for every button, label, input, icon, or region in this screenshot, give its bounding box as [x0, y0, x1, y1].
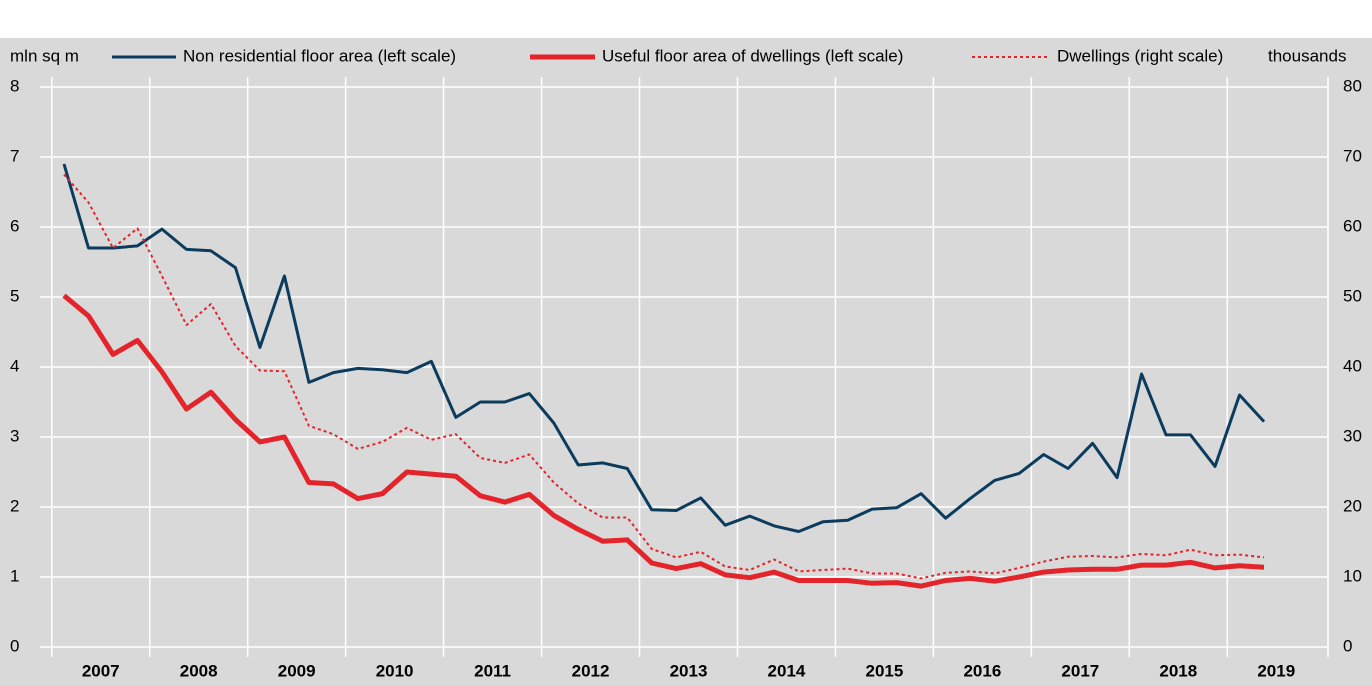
x-tick-label: 2016 [963, 661, 1001, 680]
y2-tick-label: 10 [1343, 566, 1362, 585]
x-tick-label: 2017 [1061, 661, 1099, 680]
x-tick-label: 2019 [1257, 661, 1295, 680]
y2-tick-label: 70 [1343, 146, 1362, 165]
legend-label: Non residential floor area (left scale) [183, 46, 456, 65]
y2-tick-label: 30 [1343, 426, 1362, 445]
x-tick-label: 2012 [572, 661, 610, 680]
x-tick-label: 2018 [1159, 661, 1197, 680]
y2-tick-label: 20 [1343, 496, 1362, 515]
y-tick-label: 7 [10, 146, 19, 165]
y-axis-label: mln sq m [10, 46, 79, 65]
y-tick-label: 0 [10, 636, 19, 655]
y-tick-label: 1 [10, 566, 19, 585]
y2-tick-label: 0 [1343, 636, 1352, 655]
x-tick-label: 2014 [768, 661, 806, 680]
y-tick-label: 5 [10, 286, 19, 305]
background [0, 38, 1372, 686]
y-tick-label: 8 [10, 76, 19, 95]
y2-tick-label: 60 [1343, 216, 1362, 235]
y2-axis-label: thousands [1268, 46, 1346, 65]
legend-label: Dwellings (right scale) [1057, 46, 1223, 65]
y2-tick-label: 80 [1343, 76, 1362, 95]
series-line [63, 173, 1265, 580]
x-tick-label: 2015 [866, 661, 904, 680]
y-tick-label: 2 [10, 496, 19, 515]
x-tick-label: 2013 [670, 661, 708, 680]
x-tick-label: 2011 [474, 661, 511, 680]
series-line [62, 293, 1265, 589]
x-tick-label: 2007 [82, 661, 120, 680]
series-line [62, 163, 1266, 533]
y-tick-label: 4 [10, 356, 19, 375]
y-tick-label: 3 [10, 426, 19, 445]
legend-label: Useful floor area of dwellings (left sca… [602, 46, 903, 65]
y2-tick-label: 40 [1343, 356, 1362, 375]
y2-tick-label: 50 [1343, 286, 1362, 305]
x-tick-label: 2010 [376, 661, 414, 680]
x-tick-label: 2009 [278, 661, 316, 680]
y-tick-label: 6 [10, 216, 19, 235]
x-tick-label: 2008 [180, 661, 218, 680]
